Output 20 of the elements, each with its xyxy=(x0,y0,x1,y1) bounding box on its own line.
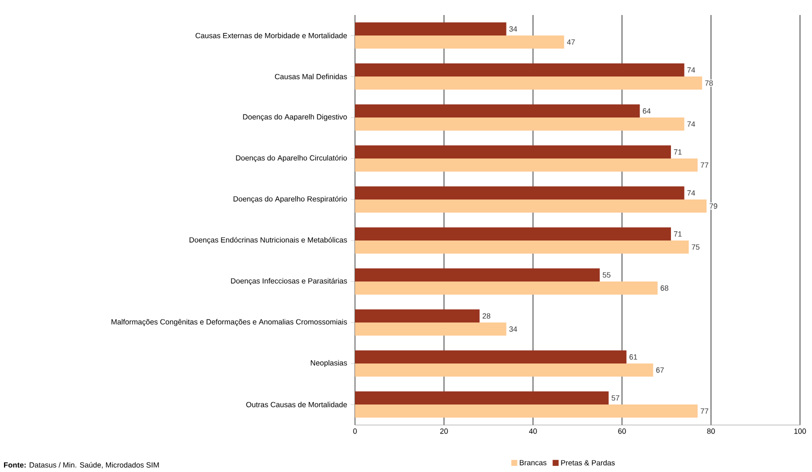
bar xyxy=(355,22,506,36)
bar xyxy=(355,145,671,159)
bar xyxy=(355,118,684,131)
bar xyxy=(355,76,702,90)
bar xyxy=(355,63,684,77)
bar xyxy=(355,227,671,241)
bar xyxy=(355,158,698,172)
bar xyxy=(355,404,698,418)
bar xyxy=(355,364,654,377)
bar xyxy=(355,322,506,336)
bar xyxy=(355,240,689,254)
bar xyxy=(355,36,564,49)
bar xyxy=(355,200,707,213)
bar xyxy=(355,186,684,200)
bar xyxy=(355,282,658,295)
bar xyxy=(355,268,600,282)
bar xyxy=(355,104,640,118)
bar xyxy=(355,391,609,405)
bar xyxy=(355,350,626,364)
bar xyxy=(355,309,480,323)
